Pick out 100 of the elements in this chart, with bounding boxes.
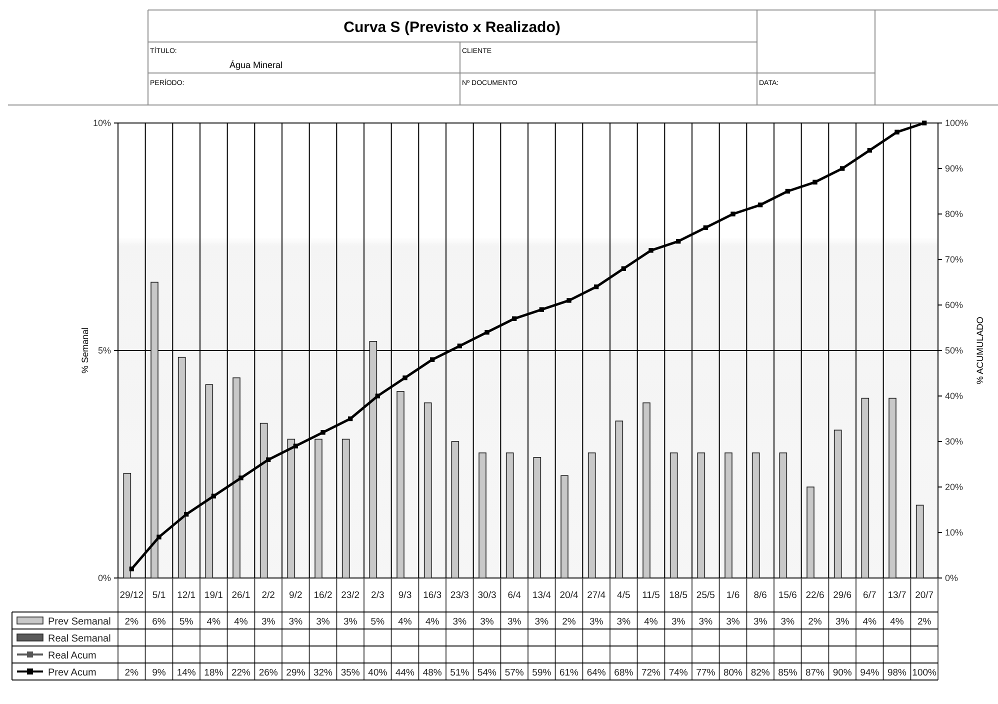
data-label: 100% [912, 668, 938, 678]
x-tick-label: 29/6 [833, 590, 852, 601]
data-label: 48% [422, 668, 442, 678]
point [184, 512, 189, 517]
data-label: 74% [668, 668, 688, 678]
x-tick-label: 11/5 [642, 590, 660, 601]
point [348, 416, 353, 422]
data-label: 3% [480, 616, 494, 628]
x-tick-label: 27/4 [587, 590, 606, 601]
x-tick-label: 5/1 [152, 590, 166, 601]
y2-tick-label: 30% [945, 436, 964, 446]
y-tick-label: 10% [92, 118, 111, 128]
y2-tick-label: 20% [945, 482, 964, 492]
y-tick-label: 0% [98, 572, 111, 583]
data-label: 57% [504, 668, 524, 678]
x-tick-label: 6/4 [508, 590, 521, 601]
x-tick-label: 15/6 [778, 590, 797, 601]
x-tick-label: 25/5 [696, 590, 715, 601]
data-label: 72% [641, 668, 662, 678]
y2-tick-label: 50% [945, 345, 964, 356]
data-label: 87% [805, 668, 826, 678]
bar [205, 384, 214, 578]
point [430, 357, 435, 362]
point [785, 188, 790, 194]
point [375, 394, 380, 398]
legend-label: Real Semanal [48, 634, 111, 644]
data-label: 4% [425, 616, 440, 628]
x-tick-label: 8/6 [754, 590, 767, 601]
data-label: 3% [507, 616, 522, 628]
bar [396, 391, 404, 578]
data-label: 4% [644, 616, 658, 628]
x-tick-label: 23/2 [341, 590, 360, 601]
data-label: 18% [204, 668, 224, 678]
point [156, 534, 162, 540]
point [457, 344, 462, 348]
bar [834, 430, 842, 578]
x-tick-label: 2/3 [371, 590, 384, 601]
y2-axis-title: % ACUMULADO [975, 316, 985, 384]
data-label: 32% [313, 668, 334, 678]
point [867, 148, 872, 153]
data-label: 4% [862, 616, 878, 628]
bar [178, 356, 186, 578]
data-label: 6% [152, 616, 166, 628]
x-tick-label: 20/7 [915, 590, 934, 601]
bar [724, 452, 732, 578]
bar [888, 398, 896, 578]
x-tick-label: 2/2 [262, 590, 275, 601]
data-label: 3% [780, 616, 796, 628]
bar [232, 377, 240, 578]
data-label: 3% [261, 616, 276, 628]
data-label: 5% [179, 616, 194, 628]
bar [670, 452, 678, 578]
data-label: 3% [288, 616, 304, 628]
data-label: 35% [340, 668, 360, 678]
bar [287, 438, 296, 578]
bar [916, 504, 924, 578]
data-label: 98% [887, 668, 908, 678]
bar [451, 441, 460, 578]
y2-tick-label: 0% [945, 572, 958, 583]
x-tick-label: 18/5 [669, 590, 688, 601]
x-tick-label: 6/7 [863, 590, 876, 601]
x-tick-label: 23/3 [450, 590, 469, 601]
point [676, 238, 681, 244]
data-label: 51% [450, 668, 470, 678]
data-label: 4% [206, 616, 222, 628]
data-label: 4% [234, 616, 248, 628]
point [129, 566, 134, 572]
data-label: 3% [316, 616, 330, 628]
data-label: 85% [778, 668, 798, 678]
data-label: 3% [534, 616, 550, 628]
y2-tick-label: 100% [945, 118, 968, 128]
x-tick-label: 22/6 [806, 590, 824, 601]
chart-title: Curva S (Previsto x Realizado) [344, 19, 560, 36]
data-label: 3% [452, 616, 468, 628]
y2-tick-label: 60% [945, 300, 964, 310]
data-label: 3% [726, 616, 740, 628]
data-label: 5% [370, 616, 386, 628]
bar [260, 422, 268, 578]
point [730, 212, 736, 216]
bar [806, 486, 814, 578]
data-label: 3% [835, 616, 850, 628]
point [512, 316, 517, 321]
data-label: 3% [671, 616, 686, 628]
data-label: 61% [559, 668, 580, 678]
bar [150, 282, 158, 578]
x-tick-label: 9/3 [398, 590, 412, 601]
y2-tick-label: 10% [945, 527, 964, 538]
point [539, 307, 544, 312]
data-label: 2% [124, 668, 140, 678]
x-tick-label: 26/1 [232, 590, 250, 601]
point [703, 225, 708, 230]
data-label: 3% [698, 616, 714, 628]
data-label: 54% [477, 668, 498, 678]
y2-tick-label: 90% [945, 163, 964, 174]
y2-tick-label: 70% [945, 254, 964, 264]
data-label: 40% [368, 668, 388, 678]
bar [588, 452, 596, 578]
point [484, 330, 490, 335]
bar [123, 472, 132, 578]
legend-label: Prev Semanal [48, 616, 111, 628]
